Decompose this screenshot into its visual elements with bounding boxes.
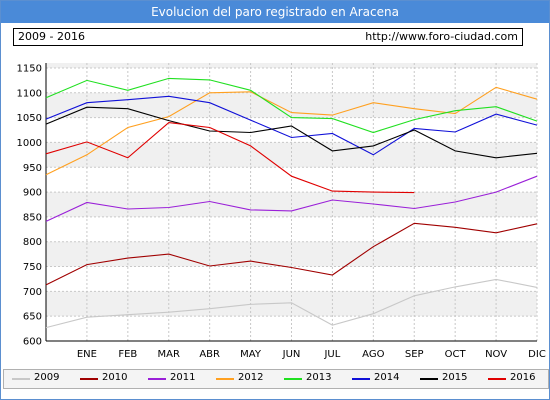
legend-label: 2015 [442,372,468,383]
legend-label: 2016 [510,372,536,383]
x-tick-label: MAR [158,349,180,360]
series-line-2013 [45,77,538,134]
x-tick-label: ABR [199,349,220,360]
y-tick-label: 1000 [17,138,42,149]
series-line-2016 [45,122,415,194]
y-tick-label: 600 [23,337,42,348]
legend-swatch [80,378,98,380]
x-tick-label: JUL [323,349,340,360]
x-tick-label: ENE [77,349,97,360]
legend: 2009 2010 2011 2012 2013 2014 2015 2016 [3,369,549,389]
y-tick-label: 800 [23,237,42,248]
y-tick-label: 1100 [17,88,42,99]
series-line-2014 [45,95,538,156]
legend-swatch [284,378,302,380]
chart-title: Evolucion del paro registrado en Aracena [1,1,549,23]
y-tick-label: 950 [23,163,42,174]
x-tick-label: FEB [118,349,137,360]
grid-band [46,241,537,267]
subtitle-bar: 2009 - 2016 http://www.foro-ciudad.com [13,28,523,46]
legend-label: 2013 [306,372,332,383]
legend-label: 2011 [170,372,196,383]
legend-swatch [488,378,506,380]
y-tick-label: 1150 [17,63,42,74]
series-line-2015 [45,106,538,159]
y-tick-label: 850 [23,212,42,223]
legend-swatch [420,378,438,380]
x-tick-label: MAY [240,349,262,360]
legend-swatch [12,378,30,380]
series-line-2009 [45,278,538,329]
y-tick-label: 750 [23,262,42,273]
period-label: 2009 - 2016 [18,30,85,43]
series-line-2010 [45,222,538,286]
legend-swatch [352,378,370,380]
series-line-2012 [45,86,538,176]
series-line-2011 [45,175,538,222]
legend-label: 2009 [34,372,60,383]
x-tick-label: AGO [362,349,384,360]
y-tick-label: 900 [23,188,42,199]
grid-band [46,63,537,68]
y-tick-label: 700 [23,287,42,298]
x-tick-label: DIC [528,349,546,360]
x-tick-label: JUN [282,349,301,360]
y-tick-label: 1050 [17,113,42,124]
legend-swatch [216,378,234,380]
legend-swatch [148,378,166,380]
x-tick-label: NOV [485,349,507,360]
source-url: http://www.foro-ciudad.com [365,30,518,43]
x-tick-label: OCT [445,349,467,360]
legend-label: 2012 [238,372,264,383]
legend-label: 2014 [374,372,400,383]
legend-label: 2010 [102,372,128,383]
y-tick-label: 650 [23,312,42,323]
x-tick-label: SEP [405,349,424,360]
